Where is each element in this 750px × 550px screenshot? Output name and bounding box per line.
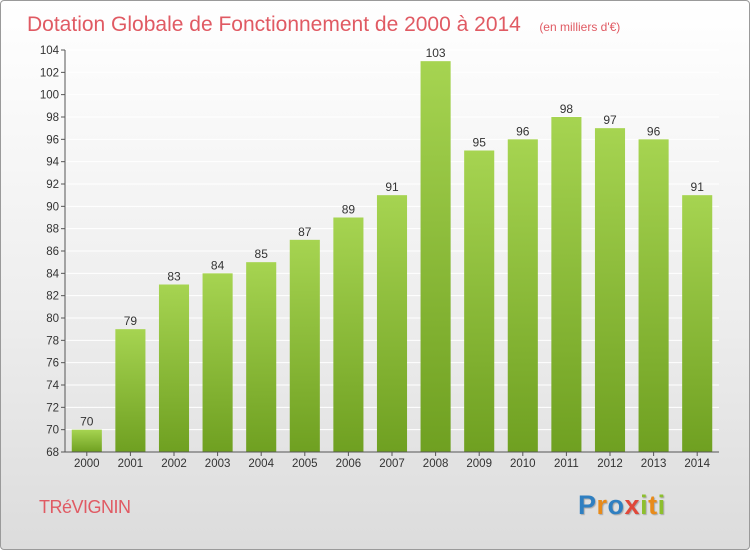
y-tick-label: 100: [40, 90, 59, 102]
y-tick-label: 104: [40, 45, 60, 57]
y-tick-label: 84: [46, 268, 59, 280]
y-tick-label: 96: [46, 134, 59, 146]
chart-subtitle: (en milliers d'€): [539, 20, 620, 34]
x-tick-label-2002: 2002: [161, 458, 187, 470]
value-label-2011: 98: [560, 102, 574, 116]
y-tick-label: 70: [46, 425, 59, 437]
commune-name: TRéVIGNIN: [39, 497, 131, 517]
x-tick-label-2003: 2003: [205, 458, 231, 470]
bar-2010: [507, 139, 538, 453]
y-tick-label: 72: [46, 402, 59, 414]
bar-2005: [289, 239, 320, 452]
bar-2002: [158, 284, 190, 452]
y-tick-label: 94: [46, 157, 59, 169]
logo-letter: i: [657, 490, 666, 520]
y-tick-label: 92: [46, 179, 59, 191]
x-tick-label-2013: 2013: [641, 458, 667, 470]
y-tick-label: 102: [40, 67, 59, 79]
y-tick-label: 80: [46, 313, 59, 325]
value-label-2007: 91: [385, 180, 399, 194]
value-label-2003: 84: [211, 258, 225, 272]
value-label-2013: 96: [647, 124, 661, 138]
chart-title: Dotation Globale de Fonctionnement de 20…: [27, 13, 521, 36]
logo-letter: o: [607, 490, 625, 520]
x-tick-label-2009: 2009: [466, 458, 492, 470]
value-label-2008: 103: [426, 46, 446, 60]
y-tick-label: 78: [46, 335, 59, 347]
y-tick-label: 82: [46, 291, 59, 303]
bar-2008: [420, 61, 451, 453]
axis-layer: 68 70 72 74 76 78 80 82 84 86 88 90 92 94 96 98 100 102 10…: [40, 45, 719, 470]
value-label-2001: 79: [124, 314, 138, 328]
bar-2014: [682, 195, 713, 452]
x-tick-label-2011: 2011: [554, 458, 579, 470]
x-tick-label-2010: 2010: [510, 458, 536, 470]
chart-title-group: Dotation Globale de Fonctionnement de 20…: [27, 13, 620, 36]
bar-2011: [551, 117, 582, 452]
value-label-2012: 97: [603, 113, 617, 127]
x-tick-label-2008: 2008: [423, 458, 449, 470]
x-tick-label-2012: 2012: [597, 458, 623, 470]
value-label-2002: 83: [167, 270, 181, 284]
logo-letter: P: [578, 490, 597, 520]
x-tick-label-2004: 2004: [248, 458, 274, 470]
value-label-2006: 89: [342, 203, 356, 217]
bar-2000: [71, 429, 102, 452]
bar-layer: 70 79 83 84 85 87 89 91 103 95 96 98 97 96 91: [71, 46, 713, 453]
logo-letter: r: [596, 490, 608, 520]
bar-2007: [376, 195, 408, 452]
y-tick-label: 76: [46, 358, 59, 370]
value-label-2005: 87: [298, 225, 312, 239]
x-tick-label-2007: 2007: [379, 458, 405, 470]
bar-2004: [246, 262, 277, 452]
y-tick-label: 68: [46, 447, 59, 459]
value-label-2014: 91: [691, 180, 705, 194]
logo-letter: i: [640, 490, 649, 520]
y-tick-label: 98: [46, 112, 59, 124]
x-tick-label-2000: 2000: [74, 458, 100, 470]
value-label-2009: 95: [473, 136, 487, 150]
value-label-2004: 85: [255, 247, 269, 261]
bar-2012: [594, 128, 626, 452]
value-label-2000: 70: [80, 415, 94, 429]
bar-2006: [333, 217, 364, 452]
x-tick-label-2005: 2005: [292, 458, 318, 470]
y-tick-label: 90: [46, 201, 59, 213]
y-tick-label: 86: [46, 246, 59, 258]
proxiti-logo[interactable]: Proxiti: [578, 490, 666, 521]
bar-2013: [638, 139, 669, 453]
bar-2003: [202, 273, 233, 452]
logo-letter: x: [624, 490, 641, 520]
bar-2001: [115, 329, 146, 452]
x-tick-label-2006: 2006: [336, 458, 362, 470]
x-tick-label-2014: 2014: [684, 458, 710, 470]
y-tick-label: 88: [46, 224, 59, 236]
bar-2009: [464, 150, 495, 452]
x-tick-label-2001: 2001: [118, 458, 144, 470]
y-tick-label: 74: [46, 380, 59, 392]
logo-letter: t: [648, 490, 658, 520]
value-label-2010: 96: [516, 124, 530, 138]
